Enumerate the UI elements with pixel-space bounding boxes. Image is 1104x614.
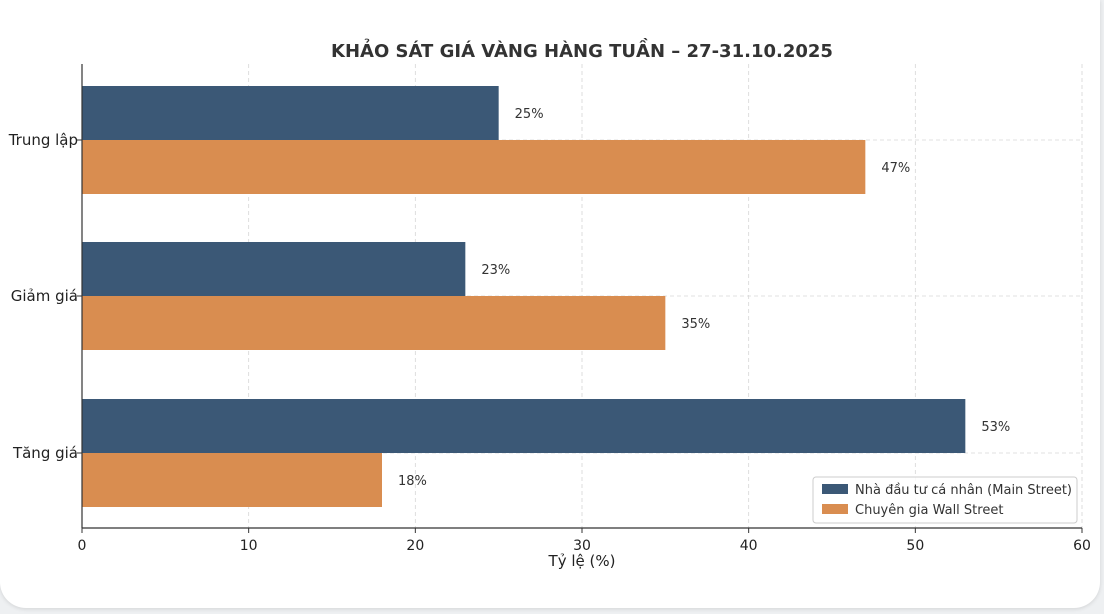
data-label: 53% [981,420,1010,435]
bar-main-street [82,242,466,296]
x-tick-label: 30 [573,538,591,554]
bar-main-street [82,86,499,140]
data-label: 23% [481,263,510,278]
legend-swatch-wall-street [822,504,848,514]
data-label: 47% [881,161,910,176]
legend-box [812,476,1078,524]
bar-wall-street [82,140,866,194]
chart-title: KHẢO SÁT GIÁ VÀNG HÀNG TUẦN – 27-31.10.2… [331,38,833,62]
x-tick-label: 60 [1073,538,1091,554]
data-label: 18% [398,474,427,489]
data-label: 35% [681,317,710,332]
ticks: 0 10 20 30 40 50 60 Trung lập Giảm giá Tăng giá [8,131,1091,554]
y-tick-label: Giảm giá [11,287,78,305]
bars [82,86,966,507]
x-tick-label: 20 [406,538,424,554]
data-label: 25% [515,107,544,122]
x-tick-label: 50 [906,538,924,554]
y-tick-label: Tăng giá [12,444,78,462]
bar-main-street [82,399,966,453]
data-labels: 25% 47% 23% 35% 53% 18% [398,107,1010,489]
legend: Nhà đầu tư cá nhân (Main Street) Chuyên … [812,476,1078,524]
bar-wall-street [82,296,666,350]
bar-wall-street [82,453,382,507]
y-tick-label: Trung lập [8,131,78,149]
legend-label-wall-street: Chuyên gia Wall Street [855,503,1003,518]
x-tick-label: 40 [740,538,758,554]
legend-swatch-main-street [822,484,848,494]
x-tick-label: 10 [240,538,258,554]
x-tick-label: 0 [78,538,87,554]
legend-label-main-street: Nhà đầu tư cá nhân (Main Street) [855,483,1072,498]
x-axis-label: Tỷ lệ (%) [548,552,616,570]
